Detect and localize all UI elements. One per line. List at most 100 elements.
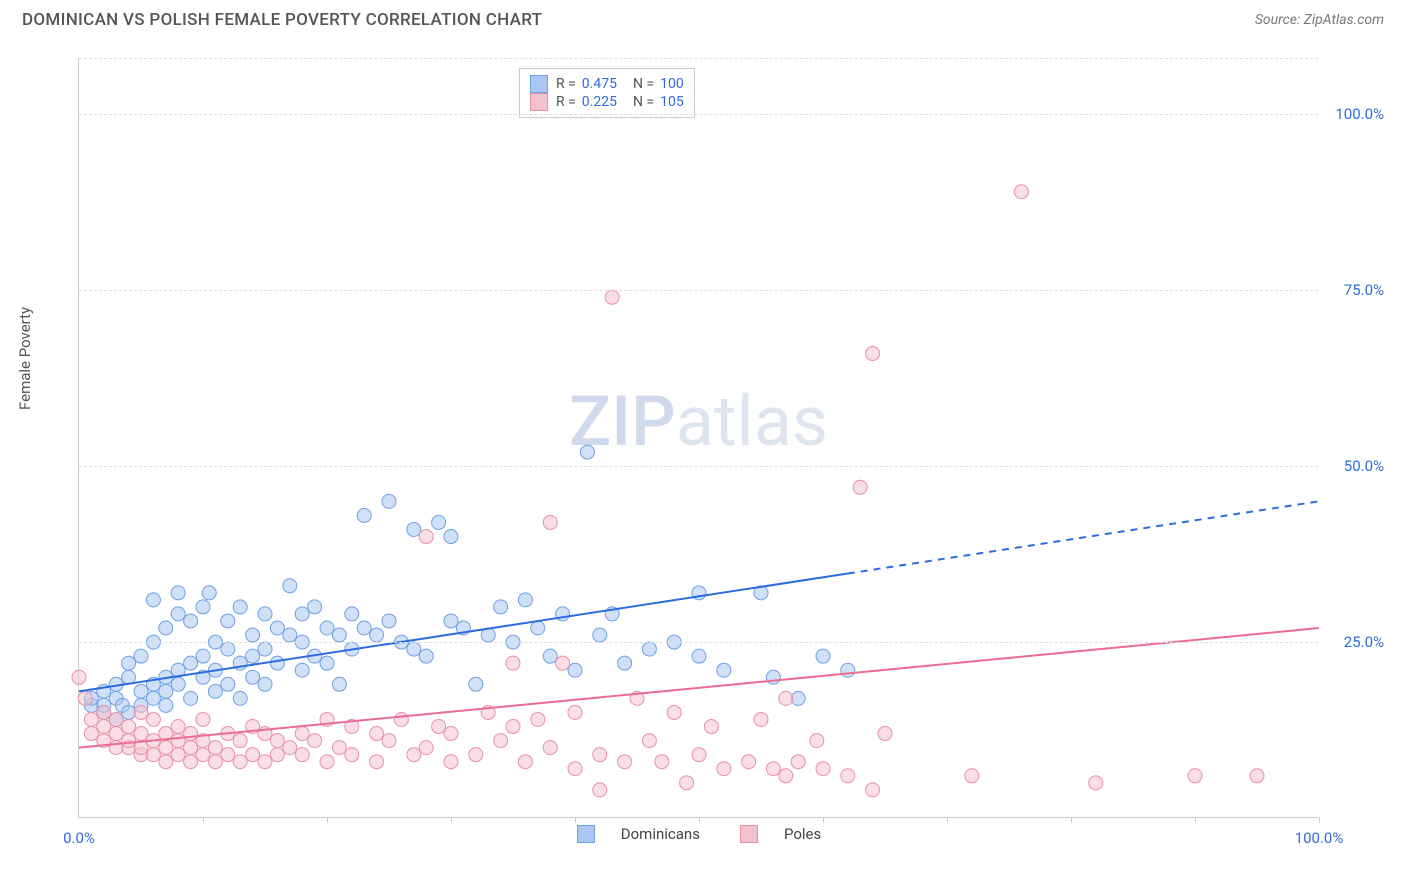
x-tick-mark — [947, 817, 948, 823]
x-tick-mark — [1071, 817, 1072, 823]
data-point — [655, 755, 669, 769]
y-tick-label: 100.0% — [1326, 105, 1384, 123]
data-point — [1250, 769, 1264, 783]
data-point — [308, 600, 322, 614]
data-point — [283, 628, 297, 642]
data-point — [320, 621, 334, 635]
data-point — [246, 649, 260, 663]
y-tick-label: 25.0% — [1326, 633, 1384, 651]
data-point — [134, 705, 148, 719]
data-point — [196, 600, 210, 614]
x-tick-mark — [203, 817, 204, 823]
data-point — [518, 755, 532, 769]
data-point — [357, 621, 371, 635]
data-point — [605, 290, 619, 304]
x-tick-mark — [823, 817, 824, 823]
data-point — [444, 614, 458, 628]
data-point — [283, 741, 297, 755]
data-point — [394, 712, 408, 726]
data-point — [258, 677, 272, 691]
data-point — [171, 607, 185, 621]
data-point — [407, 748, 421, 762]
data-point — [593, 783, 607, 797]
grid-line — [79, 466, 1318, 467]
data-point — [419, 741, 433, 755]
data-point — [841, 663, 855, 677]
data-point — [196, 748, 210, 762]
data-point — [791, 755, 805, 769]
data-point — [568, 663, 582, 677]
data-point — [717, 663, 731, 677]
x-tick-mark — [451, 817, 452, 823]
data-point — [233, 600, 247, 614]
data-point — [432, 515, 446, 529]
data-point — [246, 670, 260, 684]
data-point — [754, 712, 768, 726]
data-point — [766, 762, 780, 776]
y-tick-label: 75.0% — [1326, 281, 1384, 299]
x-axis-max-label: 100.0% — [1295, 829, 1344, 847]
data-point — [1188, 769, 1202, 783]
legend-swatch — [740, 825, 758, 843]
data-point — [618, 755, 632, 769]
data-point — [766, 670, 780, 684]
data-point — [171, 586, 185, 600]
grid-line — [79, 114, 1318, 115]
x-tick-mark — [1319, 817, 1320, 823]
data-point — [184, 656, 198, 670]
data-point — [221, 614, 235, 628]
data-point — [704, 720, 718, 734]
data-point — [580, 445, 594, 459]
data-point — [184, 741, 198, 755]
data-point — [779, 691, 793, 705]
source-label: Source: — [1255, 12, 1304, 28]
trend-line — [79, 574, 848, 692]
data-point — [853, 480, 867, 494]
data-point — [295, 607, 309, 621]
data-point — [432, 720, 446, 734]
data-point — [469, 748, 483, 762]
data-point — [332, 628, 346, 642]
data-point — [543, 741, 557, 755]
data-point — [171, 734, 185, 748]
data-point — [258, 642, 272, 656]
data-point — [382, 734, 396, 748]
scatter-svg — [79, 58, 1319, 818]
data-point — [494, 600, 508, 614]
data-point — [233, 755, 247, 769]
data-point — [184, 691, 198, 705]
data-point — [196, 712, 210, 726]
data-point — [866, 783, 880, 797]
data-point — [506, 720, 520, 734]
grid-line — [79, 58, 1318, 59]
data-point — [122, 720, 136, 734]
data-point — [134, 684, 148, 698]
x-tick-mark — [575, 817, 576, 823]
data-point — [134, 727, 148, 741]
data-point — [208, 741, 222, 755]
data-point — [345, 607, 359, 621]
data-point — [84, 712, 98, 726]
data-point — [295, 727, 309, 741]
chart-container: Female Poverty ZIPatlas R = 0.475N = 100… — [48, 50, 1388, 840]
legend-swatch — [577, 825, 595, 843]
data-point — [159, 684, 173, 698]
source-attribution: Source: ZipAtlas.com — [1255, 12, 1384, 28]
data-point — [680, 776, 694, 790]
data-point — [184, 755, 198, 769]
legend-item: Dominicans — [567, 825, 710, 843]
data-point — [159, 755, 173, 769]
data-point — [295, 748, 309, 762]
data-point — [370, 755, 384, 769]
data-point — [84, 727, 98, 741]
data-point — [146, 712, 160, 726]
grid-line — [79, 290, 1318, 291]
data-point — [556, 656, 570, 670]
data-point — [878, 727, 892, 741]
data-point — [692, 649, 706, 663]
data-point — [196, 649, 210, 663]
data-point — [370, 727, 384, 741]
data-point — [122, 734, 136, 748]
data-point — [568, 705, 582, 719]
data-point — [531, 712, 545, 726]
